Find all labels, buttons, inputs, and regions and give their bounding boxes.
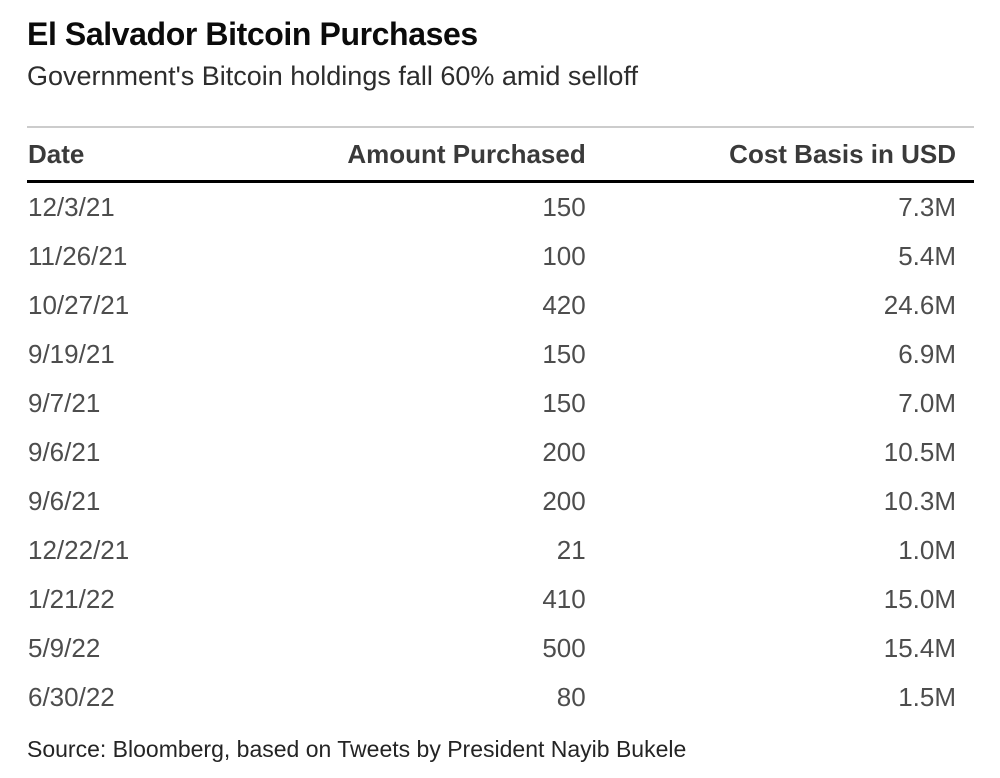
date-cell: 12/22/21 [28,535,130,565]
date-cell: 9/6/21 [28,437,101,467]
amount-cell: 420 [542,290,586,320]
table-row: 1/21/22 410 15.0M [27,575,974,624]
cost-basis-cell: 7.3M [898,192,956,222]
amount-cell: 80 [556,682,586,712]
amount-cell: 150 [542,388,586,418]
table-row: 12/3/21 150 7.3M [27,182,974,233]
table-row: 10/27/21 420 24.6M [27,281,974,330]
amount-cell: 410 [542,584,586,614]
table-row: 5/9/22 500 15.4M [27,624,974,673]
column-header-amount-purchased: Amount Purchased [347,139,586,169]
cost-basis-cell: 15.0M [883,584,956,614]
column-header-cost-basis: Cost Basis in USD [729,139,956,169]
cost-basis-cell: 10.5M [883,437,956,467]
date-cell: 6/30/22 [28,682,115,712]
date-cell: 9/19/21 [28,339,115,369]
purchases-table: Date Amount Purchased Cost Basis in USD … [27,126,974,722]
column-header-date: Date [28,139,85,169]
table-header-row: Date Amount Purchased Cost Basis in USD [27,127,974,182]
cost-basis-cell: 10.3M [883,486,956,516]
date-cell: 9/6/21 [28,486,101,516]
chart-subtitle: Government's Bitcoin holdings fall 60% a… [27,61,638,91]
cost-basis-cell: 15.4M [883,633,956,663]
amount-cell: 150 [542,339,586,369]
table-row: 9/7/21 150 7.0M [27,379,974,428]
amount-cell: 100 [542,241,586,271]
table-row: 12/22/21 21 1.0M [27,526,974,575]
amount-cell: 150 [542,192,586,222]
table-body: 12/3/21 150 7.3M 11/26/21 100 5.4M 10/27/21 420… [27,182,974,723]
amount-cell: 21 [556,535,586,565]
cost-basis-cell: 1.0M [898,535,956,565]
amount-cell: 200 [542,437,586,467]
source-attribution: Source: Bloomberg, based on Tweets by Pr… [27,736,687,762]
table-row: 6/30/22 80 1.5M [27,673,974,722]
table-row: 11/26/21 100 5.4M [27,232,974,281]
amount-cell: 500 [542,633,586,663]
cost-basis-cell: 1.5M [898,682,956,712]
date-cell: 9/7/21 [28,388,101,418]
page-title: El Salvador Bitcoin Purchases [27,16,478,52]
cost-basis-cell: 6.9M [898,339,956,369]
cost-basis-cell: 7.0M [898,388,956,418]
table-row: 9/19/21 150 6.9M [27,330,974,379]
date-cell: 12/3/21 [28,192,115,222]
table-row: 9/6/21 200 10.3M [27,477,974,526]
table-header: Date Amount Purchased Cost Basis in USD [27,127,974,182]
cost-basis-cell: 5.4M [898,241,956,271]
date-cell: 11/26/21 [28,241,128,271]
table-row: 9/6/21 200 10.5M [27,428,974,477]
cost-basis-cell: 24.6M [883,290,956,320]
date-cell: 5/9/22 [28,633,101,663]
amount-cell: 200 [542,486,586,516]
date-cell: 10/27/21 [28,290,130,320]
date-cell: 1/21/22 [28,584,115,614]
